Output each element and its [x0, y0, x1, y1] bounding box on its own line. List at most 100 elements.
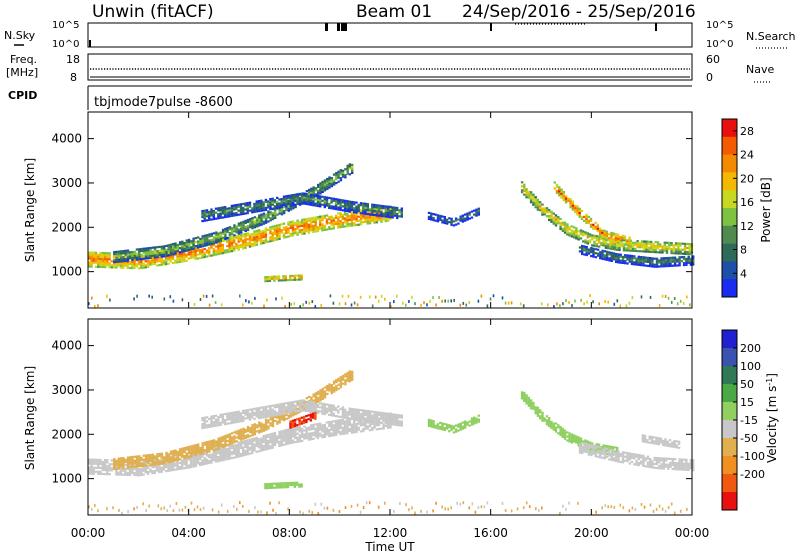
- echo-cell: [97, 259, 100, 262]
- echo-cell: [312, 204, 315, 207]
- echo-cell: [541, 209, 544, 212]
- echo-cell: [610, 259, 613, 262]
- echo-cell: [165, 250, 168, 253]
- echo-cell: [233, 235, 236, 238]
- echo-cell: [160, 462, 164, 465]
- echo-cell: [278, 233, 281, 236]
- echo-cell: [294, 195, 297, 198]
- echo-cell: [205, 215, 209, 218]
- echo-cell: [126, 266, 129, 269]
- echo-cell: [224, 436, 227, 440]
- echo-cell: [203, 418, 206, 421]
- echo-cell: [326, 384, 329, 388]
- echo-cell: [343, 207, 347, 210]
- echo-cell: [346, 377, 349, 380]
- echo-cell: [221, 455, 224, 458]
- echo-cell: [337, 202, 340, 205]
- echo-cell: [194, 448, 198, 451]
- echo-cell: [323, 423, 326, 426]
- echo-cell: [187, 451, 191, 454]
- echo-cell: [536, 200, 540, 203]
- nsky-markers: [89, 23, 657, 47]
- echo-cell: [273, 412, 277, 415]
- echo-cell: [223, 239, 227, 242]
- echo-cell: [210, 457, 213, 460]
- echo-cell: [167, 467, 170, 470]
- echo-cell: [126, 264, 129, 267]
- echo-cell: [226, 450, 229, 453]
- echo-cell: [113, 464, 116, 467]
- echo-cell: [368, 414, 372, 417]
- echo-cell: [289, 206, 293, 209]
- echo-cell: [292, 205, 295, 208]
- echo-cell: [122, 469, 125, 472]
- echo-cell: [176, 247, 179, 250]
- echo-cell: [201, 423, 204, 426]
- echo-cell: [445, 423, 449, 426]
- echo-cell: [117, 258, 121, 261]
- echo-cell: [305, 194, 308, 198]
- echo-cell: [631, 249, 635, 252]
- echo-cell: [269, 228, 272, 231]
- echo-cell: [646, 258, 650, 261]
- echo-cell: [160, 245, 164, 248]
- echo-cell: [201, 216, 204, 219]
- echo-cell: [210, 417, 213, 420]
- echo-cell: [237, 431, 241, 434]
- echo-cell: [117, 461, 121, 464]
- echo-cell: [230, 453, 234, 456]
- echo-cell: [343, 410, 347, 413]
- echo-cell: [94, 251, 98, 254]
- echo-cell: [300, 420, 304, 423]
- echo-cell: [523, 399, 526, 402]
- echo-cell: [387, 416, 390, 419]
- echo-cell: [181, 242, 184, 245]
- echo-cell: [650, 250, 653, 253]
- echo-cell: [163, 458, 166, 461]
- echo-cell: [371, 207, 374, 210]
- echo-cell: [658, 265, 661, 268]
- echo-cell: [264, 444, 268, 447]
- echo-cell: [202, 294, 205, 298]
- echo-cell: [205, 211, 209, 214]
- echo-cell: [303, 196, 306, 199]
- echo-cell: [269, 198, 272, 201]
- echo-cell: [242, 427, 245, 430]
- echo-cell: [289, 198, 292, 201]
- echo-cell: [289, 200, 292, 203]
- echo-cell: [217, 245, 220, 248]
- echo-cell: [237, 205, 240, 208]
- echo-cell: [90, 464, 93, 467]
- echo-cell: [244, 212, 247, 215]
- echo-cell: [653, 263, 656, 266]
- echo-cell: [614, 235, 618, 238]
- echo-cell: [663, 247, 666, 250]
- echo-cell: [230, 440, 234, 443]
- echo-cell: [685, 261, 688, 264]
- echo-cell: [264, 233, 268, 236]
- echo-cell: [291, 405, 295, 408]
- echo-cell: [348, 202, 351, 205]
- echo-cell: [647, 242, 651, 245]
- echo-cell: [341, 215, 345, 218]
- echo-cell: [176, 243, 179, 246]
- echo-cell: [302, 303, 304, 307]
- echo-cell: [308, 188, 311, 191]
- echo-cell: [298, 407, 301, 410]
- echo-cell: [362, 210, 365, 213]
- echo-cell: [208, 460, 211, 463]
- echo-cell: [124, 463, 127, 466]
- echo-cell: [689, 303, 691, 307]
- echo-cell: [616, 244, 619, 247]
- echo-cell: [237, 414, 240, 417]
- echo-cell: [230, 210, 234, 213]
- echo-cell: [312, 192, 315, 195]
- echo-cell: [351, 378, 354, 381]
- echo-cell: [88, 257, 91, 260]
- echo-cell: [255, 235, 258, 238]
- echo-cell: [128, 469, 132, 473]
- echo-cell: [316, 202, 320, 206]
- echo-cell: [598, 227, 602, 230]
- echo-cell: [253, 431, 256, 434]
- echo-cell: [260, 221, 263, 224]
